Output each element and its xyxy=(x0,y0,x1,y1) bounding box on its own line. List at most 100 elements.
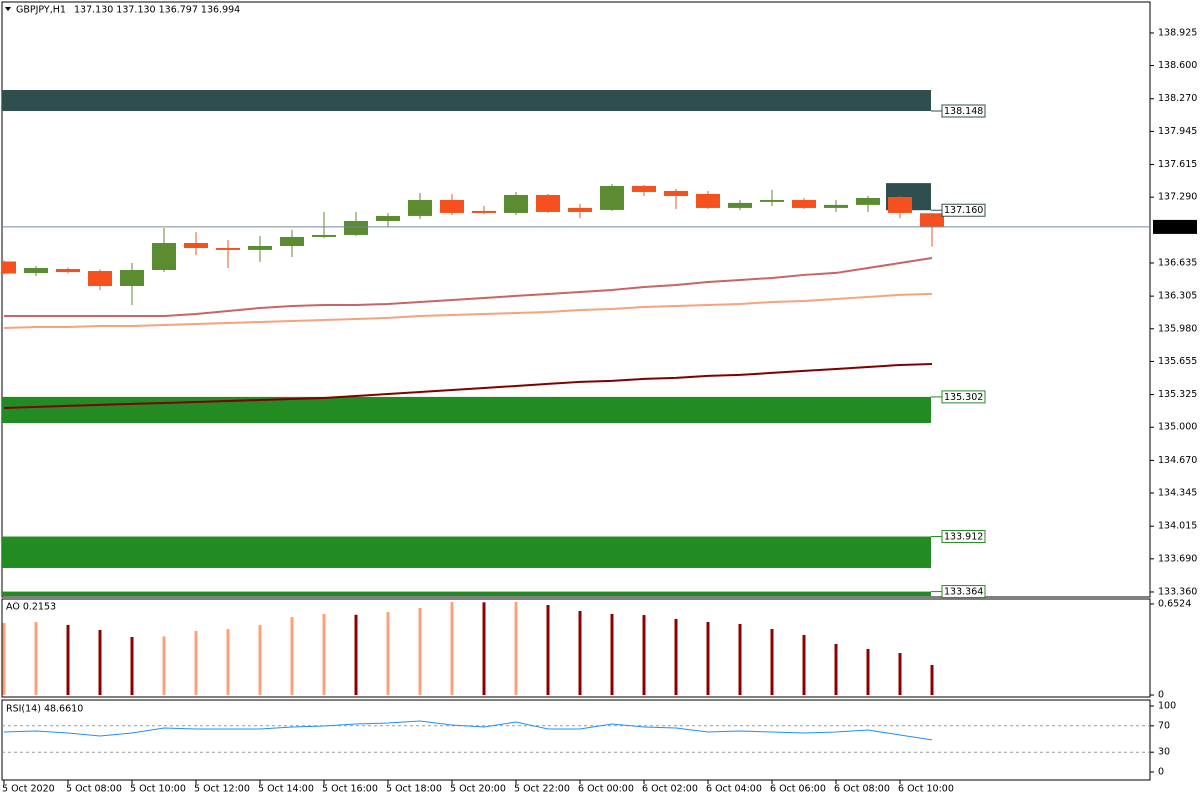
candle-body xyxy=(24,268,48,274)
zone-label: 135.302 xyxy=(944,392,983,403)
candle-body xyxy=(216,248,240,250)
candle-body xyxy=(920,213,944,227)
last-price-box xyxy=(1153,219,1197,234)
candle-body xyxy=(792,199,816,208)
ao-bar xyxy=(290,617,294,696)
candle-body xyxy=(88,271,112,286)
ao-bar xyxy=(898,653,902,696)
candle-body xyxy=(376,215,400,221)
ao-bar xyxy=(578,611,582,696)
y-tick-label: 137.615 xyxy=(1158,159,1197,170)
x-tick-label: 5 Oct 16:00 xyxy=(322,784,378,795)
moving-average xyxy=(4,256,933,318)
symbol-menu-arrow[interactable] xyxy=(5,7,11,11)
ao-bar xyxy=(162,636,166,696)
y-tick-label: 134.015 xyxy=(1158,521,1197,532)
zone xyxy=(2,591,931,596)
candle-body xyxy=(56,269,80,273)
ao-bar xyxy=(194,630,198,696)
x-tick-label: 5 Oct 20:00 xyxy=(450,784,506,795)
zone-label-box xyxy=(941,203,986,217)
x-tick-label: 5 Oct 18:00 xyxy=(386,784,442,795)
candle-body xyxy=(312,234,336,237)
ao-bar xyxy=(514,601,518,696)
zone xyxy=(2,396,931,424)
ao-bar xyxy=(930,664,934,696)
candle-body xyxy=(824,204,848,208)
x-tick-label: 6 Oct 08:00 xyxy=(834,784,890,795)
x-tick-label: 5 Oct 22:00 xyxy=(514,784,570,795)
candle-body xyxy=(568,207,592,212)
ao-bar xyxy=(482,602,486,696)
candle-body xyxy=(856,197,880,205)
x-tick-label: 5 Oct 12:00 xyxy=(194,784,250,795)
y-tick-label: 100 xyxy=(1158,701,1176,712)
panel-plot xyxy=(2,601,934,696)
y-tick-label: 135.655 xyxy=(1158,356,1197,367)
ao-bar xyxy=(226,629,230,696)
x-tick-label: 6 Oct 00:00 xyxy=(578,784,634,795)
x-tick-label: 5 Oct 10:00 xyxy=(130,784,186,795)
candle-body xyxy=(600,185,624,210)
ao-bar xyxy=(34,622,38,696)
ao-bar xyxy=(866,648,870,696)
moving-average xyxy=(3,362,933,409)
candle-body xyxy=(280,236,304,247)
y-tick-label: 135.000 xyxy=(1158,422,1197,433)
candle-body xyxy=(472,210,496,213)
y-tick-label: 137.945 xyxy=(1158,126,1197,137)
y-tick-label: 30 xyxy=(1158,747,1170,758)
y-tick-label: 135.325 xyxy=(1158,389,1197,400)
candle-body xyxy=(408,199,432,216)
ao-bar xyxy=(770,629,774,696)
y-tick-label: 137.290 xyxy=(1158,192,1197,203)
y-tick-label: 134.345 xyxy=(1158,488,1197,499)
ao-bar xyxy=(738,623,742,696)
y-tick-label: 0 xyxy=(1158,767,1164,778)
x-tick-label: 6 Oct 04:00 xyxy=(706,784,762,795)
y-tick-label: 135.980 xyxy=(1158,323,1197,334)
ao-bar xyxy=(706,622,710,696)
y-tick-label: 138.925 xyxy=(1158,27,1197,38)
y-tick-label: 133.360 xyxy=(1158,586,1197,597)
panel-frame xyxy=(1,598,1151,698)
ao-bar xyxy=(98,629,102,696)
candle-body xyxy=(2,261,16,274)
rsi-label: RSI(14) 48.6610 xyxy=(6,704,83,715)
candle-body xyxy=(152,242,176,271)
zone-label-box xyxy=(941,585,986,599)
candle-body xyxy=(120,270,144,286)
candle-body xyxy=(888,196,912,213)
y-tick-label: 138.270 xyxy=(1158,93,1197,104)
ao-label: AO 0.2153 xyxy=(6,602,56,613)
ao-bar xyxy=(450,602,454,696)
candle-body xyxy=(632,185,656,192)
y-tick-label: 136.635 xyxy=(1158,257,1197,268)
y-tick-label: 133.690 xyxy=(1158,553,1197,564)
quote-label: 137.130 137.130 136.797 136.994 xyxy=(74,5,240,16)
zone-label: 138.148 xyxy=(944,106,983,117)
ao-bar xyxy=(386,611,390,696)
ao-bar xyxy=(258,624,262,696)
ao-bar xyxy=(642,615,646,696)
zone-label-box xyxy=(941,530,986,544)
zone xyxy=(2,89,931,111)
zone-label: 133.364 xyxy=(944,587,983,598)
y-tick-label: 0 xyxy=(1158,690,1164,701)
candle-body xyxy=(728,202,752,208)
zone-label-box xyxy=(941,104,986,118)
zone-label: 133.912 xyxy=(944,532,983,543)
zone xyxy=(2,536,931,568)
candle-body xyxy=(184,242,208,249)
zone-label-box xyxy=(941,390,986,404)
candle-body xyxy=(696,193,720,208)
candle-body xyxy=(344,220,368,235)
candle-body xyxy=(440,199,464,213)
ao-bar xyxy=(130,636,134,696)
x-tick-label: 5 Oct 14:00 xyxy=(258,784,314,795)
ao-bar xyxy=(418,607,422,696)
y-tick-label: 70 xyxy=(1158,720,1170,731)
panel-frame xyxy=(1,1,1151,598)
